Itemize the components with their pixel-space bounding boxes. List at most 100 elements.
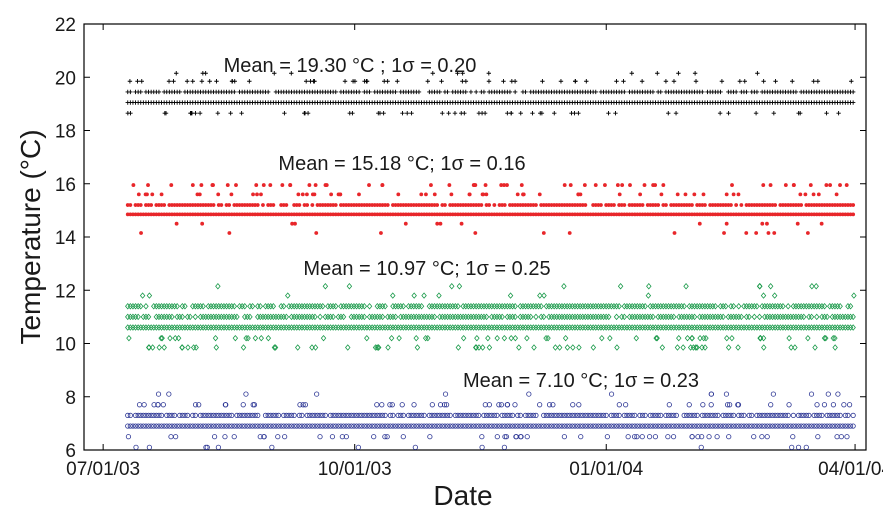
data-point	[749, 203, 754, 207]
data-point	[580, 203, 585, 207]
data-point	[158, 412, 165, 418]
data-point	[335, 412, 341, 418]
data-point	[294, 212, 299, 217]
data-point	[736, 423, 742, 429]
data-point	[504, 412, 510, 418]
data-point	[390, 423, 396, 429]
data-point	[702, 423, 708, 429]
data-point	[439, 79, 444, 84]
data-point	[543, 423, 549, 429]
data-point	[485, 334, 491, 342]
data-point	[724, 192, 729, 197]
data-point	[725, 423, 731, 429]
data-point	[166, 423, 172, 429]
data-point	[723, 423, 729, 429]
data-point	[836, 110, 841, 116]
data-point	[684, 334, 691, 342]
data-point	[593, 423, 599, 429]
data-point	[352, 212, 356, 217]
data-point	[606, 212, 611, 217]
data-point	[299, 423, 305, 429]
data-point	[681, 412, 687, 418]
data-point	[313, 183, 318, 187]
data-point	[482, 402, 488, 408]
data-point	[179, 412, 185, 418]
data-point	[584, 79, 589, 84]
data-point	[546, 412, 552, 418]
data-point	[729, 212, 733, 217]
data-point	[476, 212, 481, 217]
data-point	[736, 212, 741, 217]
data-point	[273, 423, 279, 429]
data-point	[144, 212, 148, 217]
data-point	[507, 292, 514, 299]
data-point	[523, 89, 528, 95]
data-point	[307, 412, 313, 418]
data-point	[425, 79, 430, 84]
data-point	[379, 402, 385, 408]
data-point	[499, 412, 505, 418]
data-point	[437, 402, 444, 408]
data-point	[780, 303, 786, 310]
data-point	[177, 89, 182, 95]
data-point	[497, 203, 502, 207]
data-point	[327, 423, 334, 429]
data-point	[617, 192, 622, 197]
data-point	[771, 292, 778, 299]
data-point	[391, 212, 395, 217]
data-point	[746, 313, 752, 321]
data-point	[848, 203, 853, 207]
data-point	[639, 434, 645, 440]
data-point	[232, 79, 237, 84]
data-point	[216, 412, 222, 418]
data-point	[656, 212, 661, 217]
data-point	[278, 423, 284, 429]
data-point	[304, 412, 310, 418]
data-point	[775, 423, 781, 429]
data-point	[409, 212, 414, 217]
mean-annotation: Mean = 15.18 °C; 1σ = 0.16	[278, 153, 525, 175]
data-point	[567, 412, 573, 418]
data-point	[372, 344, 379, 351]
data-point	[659, 192, 664, 197]
data-point	[185, 212, 190, 217]
data-point	[560, 212, 564, 217]
data-point	[693, 344, 699, 351]
data-point	[517, 412, 523, 418]
data-point	[328, 212, 333, 217]
data-point	[502, 183, 506, 187]
data-point	[224, 203, 229, 207]
data-point	[655, 412, 661, 418]
data-point	[430, 212, 434, 217]
data-point	[737, 79, 743, 84]
data-point	[184, 423, 191, 429]
data-point	[639, 412, 646, 418]
data-point	[577, 423, 583, 429]
data-point	[612, 203, 616, 207]
data-point	[258, 212, 263, 217]
data-point	[284, 203, 289, 207]
data-point	[405, 423, 412, 429]
data-point	[556, 344, 563, 351]
data-point	[231, 434, 237, 440]
data-point	[161, 423, 167, 429]
data-point	[585, 423, 591, 429]
data-point	[700, 212, 705, 217]
data-point	[755, 71, 760, 76]
data-point	[534, 203, 538, 207]
data-point	[754, 231, 759, 235]
data-point	[177, 212, 182, 217]
data-point	[690, 212, 694, 217]
data-point	[757, 212, 762, 217]
data-point	[545, 334, 551, 342]
data-point	[832, 344, 838, 351]
data-point	[816, 423, 822, 429]
data-point	[631, 434, 638, 440]
data-point	[289, 212, 294, 217]
series-2	[125, 183, 856, 235]
data-point	[479, 212, 484, 217]
data-point	[671, 212, 676, 217]
data-point	[346, 423, 352, 429]
data-point	[483, 412, 490, 418]
data-point	[479, 434, 485, 440]
